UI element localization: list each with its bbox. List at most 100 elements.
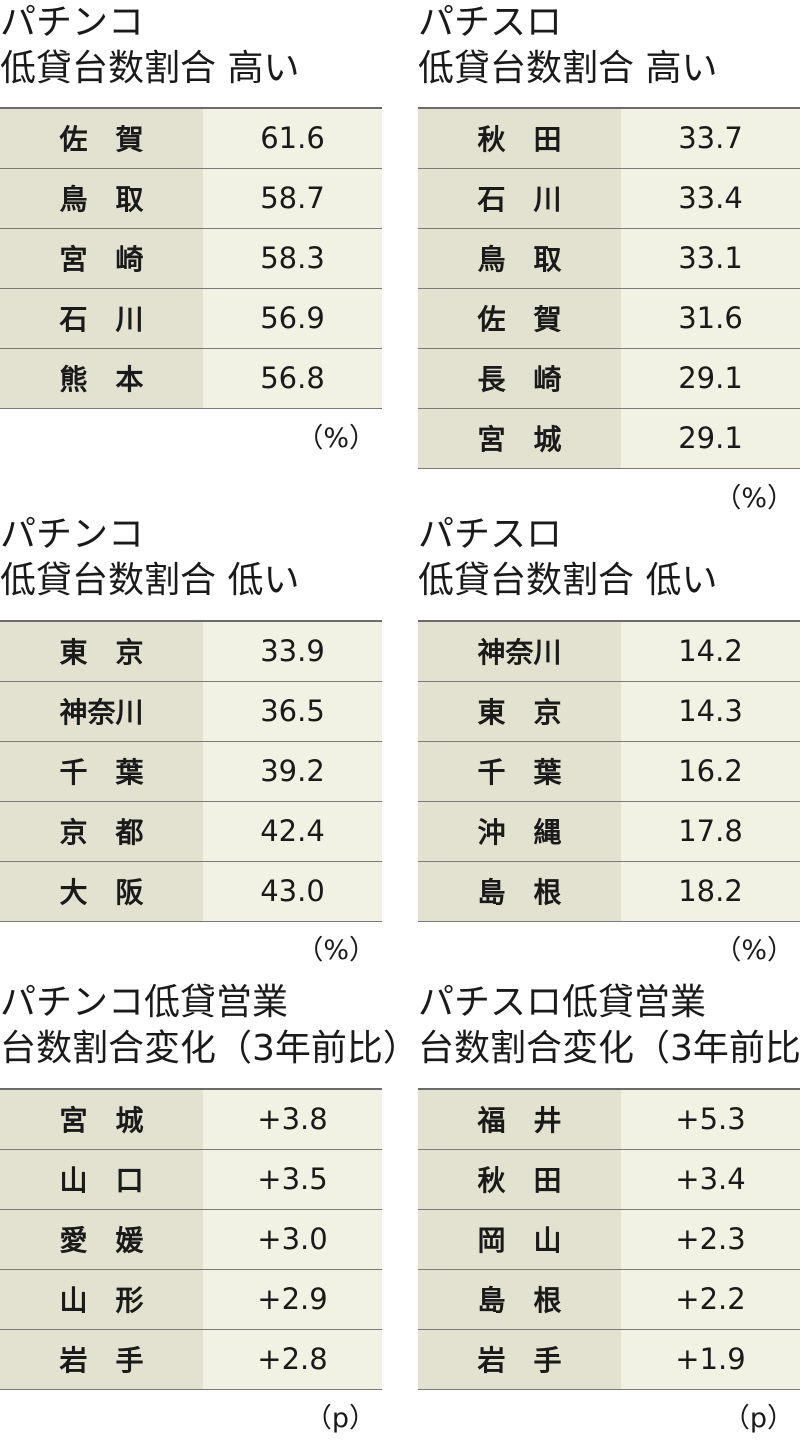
table-panel-pachinko-change: パチンコ低貸営業 台数割合変化（3年前比） 宮 城 +3.8 山 口 +3.5 愛 媛 +…	[0, 980, 419, 1442]
table-row: 沖 縄 17.8	[418, 801, 800, 862]
value-cell: 33.4	[621, 168, 800, 229]
table-row: 神奈川 14.2	[418, 621, 800, 682]
prefecture-cell: 佐 賀	[418, 288, 621, 349]
panel-title-line2: 台数割合変化（3年前比）	[418, 1028, 800, 1069]
prefecture-cell: 島 根	[418, 1269, 621, 1330]
value-cell: 58.3	[203, 228, 382, 289]
table-row: 熊 本 56.8	[0, 348, 382, 409]
value-cell: 56.9	[203, 288, 382, 349]
table-row: 神奈川 36.5	[0, 681, 382, 742]
unit-label: （%）	[714, 483, 794, 514]
prefecture-cell: 岡 山	[418, 1209, 621, 1270]
value-cell: +2.8	[203, 1329, 382, 1390]
panel-title-line2: 低貸台数割合 高い	[418, 48, 718, 89]
panel-title-line1: パチンコ	[0, 2, 145, 43]
prefecture-cell: 宮 城	[418, 408, 621, 469]
prefecture-cell: 佐 賀	[0, 108, 203, 169]
panel-title-line1: パチスロ低貸営業	[418, 982, 707, 1023]
table-panel-pachislot-change: パチスロ低貸営業 台数割合変化（3年前比） 福 井 +5.3 秋 田 +3.4 岡 山 +…	[418, 980, 800, 1442]
prefecture-cell: 石 川	[418, 168, 621, 229]
value-cell: +1.9	[621, 1329, 800, 1390]
panel-title-line1: パチンコ低貸営業	[0, 982, 289, 1023]
unit-label: （p）	[722, 1403, 794, 1434]
table-row: 島 根 18.2	[418, 861, 800, 922]
panel-title-line1: パチスロ	[418, 2, 563, 43]
table-row: 千 葉 39.2	[0, 741, 382, 802]
unit-label: （%）	[296, 423, 376, 454]
value-cell: 29.1	[621, 348, 800, 409]
table-row: 宮 城 29.1	[418, 408, 800, 469]
prefecture-cell: 神奈川	[418, 621, 621, 682]
value-cell: 17.8	[621, 801, 800, 862]
panel-title: パチンコ 低貸台数割合 低い	[0, 512, 382, 604]
prefecture-cell: 石 川	[0, 288, 203, 349]
value-cell: +5.3	[621, 1089, 800, 1150]
prefecture-cell: 大 阪	[0, 861, 203, 922]
prefecture-cell: 愛 媛	[0, 1209, 203, 1270]
unit-label: （%）	[296, 935, 376, 966]
panel-title: パチスロ 低貸台数割合 高い	[418, 0, 800, 92]
data-table: 神奈川 14.2 東 京 14.3 千 葉 16.2 沖 縄 17.8 島 根 18.2	[418, 620, 800, 922]
table-row: 鳥 取 58.7	[0, 168, 382, 229]
table-row: 島 根 +2.2	[418, 1269, 800, 1330]
table-row: 岩 手 +2.8	[0, 1329, 382, 1390]
value-cell: 33.1	[621, 228, 800, 289]
value-cell: 39.2	[203, 741, 382, 802]
table-row: 愛 媛 +3.0	[0, 1209, 382, 1270]
value-cell: 29.1	[621, 408, 800, 469]
prefecture-cell: 岩 手	[0, 1329, 203, 1390]
table-row: 岡 山 +2.3	[418, 1209, 800, 1270]
table-row: 長 崎 29.1	[418, 348, 800, 409]
value-cell: +2.2	[621, 1269, 800, 1330]
prefecture-cell: 福 井	[418, 1089, 621, 1150]
value-cell: +3.5	[203, 1149, 382, 1210]
value-cell: 43.0	[203, 861, 382, 922]
table-row: 大 阪 43.0	[0, 861, 382, 922]
prefecture-cell: 鳥 取	[418, 228, 621, 289]
value-cell: +3.8	[203, 1089, 382, 1150]
prefecture-cell: 神奈川	[0, 681, 203, 742]
value-cell: +3.4	[621, 1149, 800, 1210]
panel-title: パチスロ低貸営業 台数割合変化（3年前比）	[418, 980, 800, 1072]
prefecture-cell: 宮 崎	[0, 228, 203, 289]
prefecture-cell: 山 口	[0, 1149, 203, 1210]
table-row: 秋 田 +3.4	[418, 1149, 800, 1210]
table-row: 岩 手 +1.9	[418, 1329, 800, 1390]
prefecture-cell: 岩 手	[418, 1329, 621, 1390]
table-row: 東 京 33.9	[0, 621, 382, 682]
table-row: 石 川 33.4	[418, 168, 800, 229]
prefecture-cell: 千 葉	[418, 741, 621, 802]
value-cell: 58.7	[203, 168, 382, 229]
unit-label: （%）	[714, 935, 794, 966]
table-row: 秋 田 33.7	[418, 108, 800, 169]
panel-title-line2: 低貸台数割合 低い	[0, 560, 300, 601]
prefecture-cell: 千 葉	[0, 741, 203, 802]
panel-title: パチンコ低貸営業 台数割合変化（3年前比）	[0, 980, 419, 1072]
prefecture-cell: 沖 縄	[418, 801, 621, 862]
value-cell: 14.3	[621, 681, 800, 742]
value-cell: 33.7	[621, 108, 800, 169]
value-cell: 61.6	[203, 108, 382, 169]
prefecture-cell: 秋 田	[418, 108, 621, 169]
value-cell: 14.2	[621, 621, 800, 682]
prefecture-cell: 京 都	[0, 801, 203, 862]
table-row: 宮 城 +3.8	[0, 1089, 382, 1150]
table-row: 石 川 56.9	[0, 288, 382, 349]
table-row: 山 形 +2.9	[0, 1269, 382, 1330]
unit-label: （p）	[304, 1403, 376, 1434]
panel-title-line2: 低貸台数割合 低い	[418, 560, 718, 601]
prefecture-cell: 鳥 取	[0, 168, 203, 229]
prefecture-cell: 長 崎	[418, 348, 621, 409]
data-table: 東 京 33.9 神奈川 36.5 千 葉 39.2 京 都 42.4 大 阪 43.0	[0, 620, 382, 922]
panel-title-line2: 低貸台数割合 高い	[0, 48, 300, 89]
value-cell: +2.3	[621, 1209, 800, 1270]
value-cell: 33.9	[203, 621, 382, 682]
table-row: 佐 賀 61.6	[0, 108, 382, 169]
prefecture-cell: 山 形	[0, 1269, 203, 1330]
prefecture-cell: 熊 本	[0, 348, 203, 409]
panel-title: パチンコ 低貸台数割合 高い	[0, 0, 382, 92]
panel-title-line1: パチスロ	[418, 514, 563, 555]
